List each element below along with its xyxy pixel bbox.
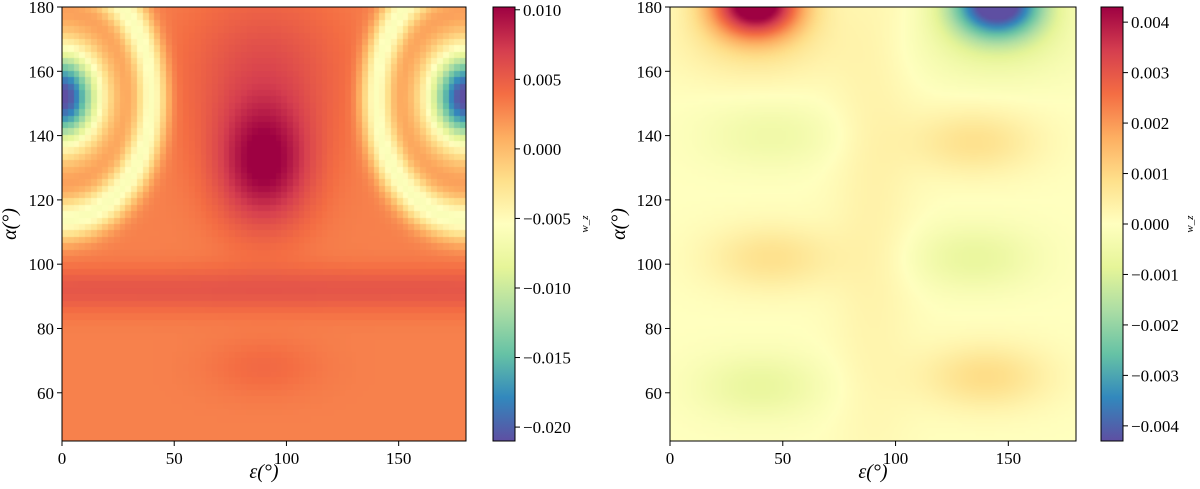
- right-x-ticks: 0 50 100 150: [666, 441, 1021, 468]
- right-y-axis-label: α(°): [608, 208, 630, 240]
- left-colorbar-tick-label: −0.015: [523, 349, 571, 368]
- left-y-tick-label: 160: [29, 62, 55, 81]
- left-x-axis-label: ε(°): [249, 461, 279, 483]
- right-colorbar-tick-label: −0.002: [1131, 316, 1179, 335]
- right-x-tick-label: 100: [883, 449, 909, 468]
- right-colorbar-tick-label: 0.004: [1131, 13, 1170, 32]
- left-heatmap-image: [62, 7, 466, 441]
- right-heatmap-panel: 0 50 100 150 60 80 100 120 140 160 180 ε(°) α(°): [608, 0, 1077, 483]
- right-colorbar-tick-label: 0.002: [1131, 114, 1169, 133]
- right-plot-frame: [669, 6, 1077, 442]
- left-heatmap-panel: 0 50 100 150 60 80 100 120 140 160 180 ε(°) α(°): [0, 0, 467, 483]
- left-y-axis-label: α(°): [0, 208, 21, 240]
- left-x-tick-label: 100: [274, 449, 300, 468]
- left-colorbar: −0.020−0.015−0.010−0.0050.0000.0050.010 …: [492, 1, 591, 442]
- left-y-tick-label: 180: [29, 0, 55, 17]
- right-x-tick-label: 50: [774, 449, 791, 468]
- right-y-tick-label: 180: [637, 0, 663, 17]
- left-plot-frame: [61, 6, 467, 442]
- left-y-tick-label: 60: [37, 384, 54, 403]
- right-y-tick-label: 140: [637, 127, 663, 146]
- left-colorbar-tick-label: 0.005: [523, 70, 561, 89]
- left-colorbar-tick-label: 0.000: [523, 140, 561, 159]
- right-y-tick-label: 120: [637, 191, 663, 210]
- right-colorbar-tick-label: −0.003: [1131, 366, 1179, 385]
- left-x-tick-label: 0: [58, 449, 67, 468]
- left-x-tick-label: 150: [386, 449, 412, 468]
- left-colorbar-label: w_z: [579, 215, 591, 233]
- left-y-tick-label: 80: [37, 319, 54, 338]
- right-x-tick-label: 150: [996, 449, 1022, 468]
- right-colorbar-bar: [1100, 6, 1124, 442]
- right-colorbar-tick-label: −0.004: [1131, 417, 1179, 436]
- right-colorbar-label: w_z: [1184, 215, 1196, 233]
- left-x-ticks: 0 50 100 150: [58, 441, 412, 468]
- right-colorbar-tick-label: −0.001: [1131, 265, 1179, 284]
- left-y-tick-label: 140: [29, 127, 55, 146]
- left-colorbar-tick-label: −0.010: [523, 279, 571, 298]
- right-colorbar-tick-label: 0.000: [1131, 215, 1169, 234]
- right-y-tick-label: 60: [645, 384, 662, 403]
- right-colorbar: −0.004 −0.003 −0.002 −0.001 0.000 0.001 0.002 0…: [1100, 6, 1196, 442]
- right-colorbar-ticks: −0.004 −0.003 −0.002 −0.001 0.000 0.001 0.002 0…: [1123, 13, 1179, 436]
- right-y-tick-label: 80: [645, 319, 662, 338]
- right-y-tick-label: 160: [637, 62, 663, 81]
- left-y-tick-label: 100: [29, 255, 55, 274]
- right-y-ticks: 60 80 100 120 140 160 180: [637, 0, 670, 403]
- right-x-axis-label: ε(°): [858, 461, 888, 483]
- right-colorbar-tick-label: 0.003: [1131, 64, 1169, 83]
- right-y-tick-label: 100: [637, 255, 663, 274]
- right-x-tick-label: 0: [666, 449, 675, 468]
- right-heatmap-image: [670, 7, 1076, 441]
- left-y-ticks: 60 80 100 120 140 160 180: [29, 0, 62, 403]
- right-colorbar-tick-label: 0.001: [1131, 165, 1169, 184]
- left-colorbar-ticks: −0.020 −0.015 −0.010 −0.005 0.000 0.005 0.010: [515, 1, 571, 437]
- left-colorbar-bar: [492, 6, 516, 442]
- left-colorbar-tick-label: −0.005: [523, 209, 571, 228]
- left-y-tick-label: 120: [29, 191, 55, 210]
- left-x-tick-label: 50: [166, 449, 183, 468]
- left-colorbar-tick-label: −0.020: [523, 418, 571, 437]
- left-colorbar-tick-label: 0.010: [523, 1, 561, 20]
